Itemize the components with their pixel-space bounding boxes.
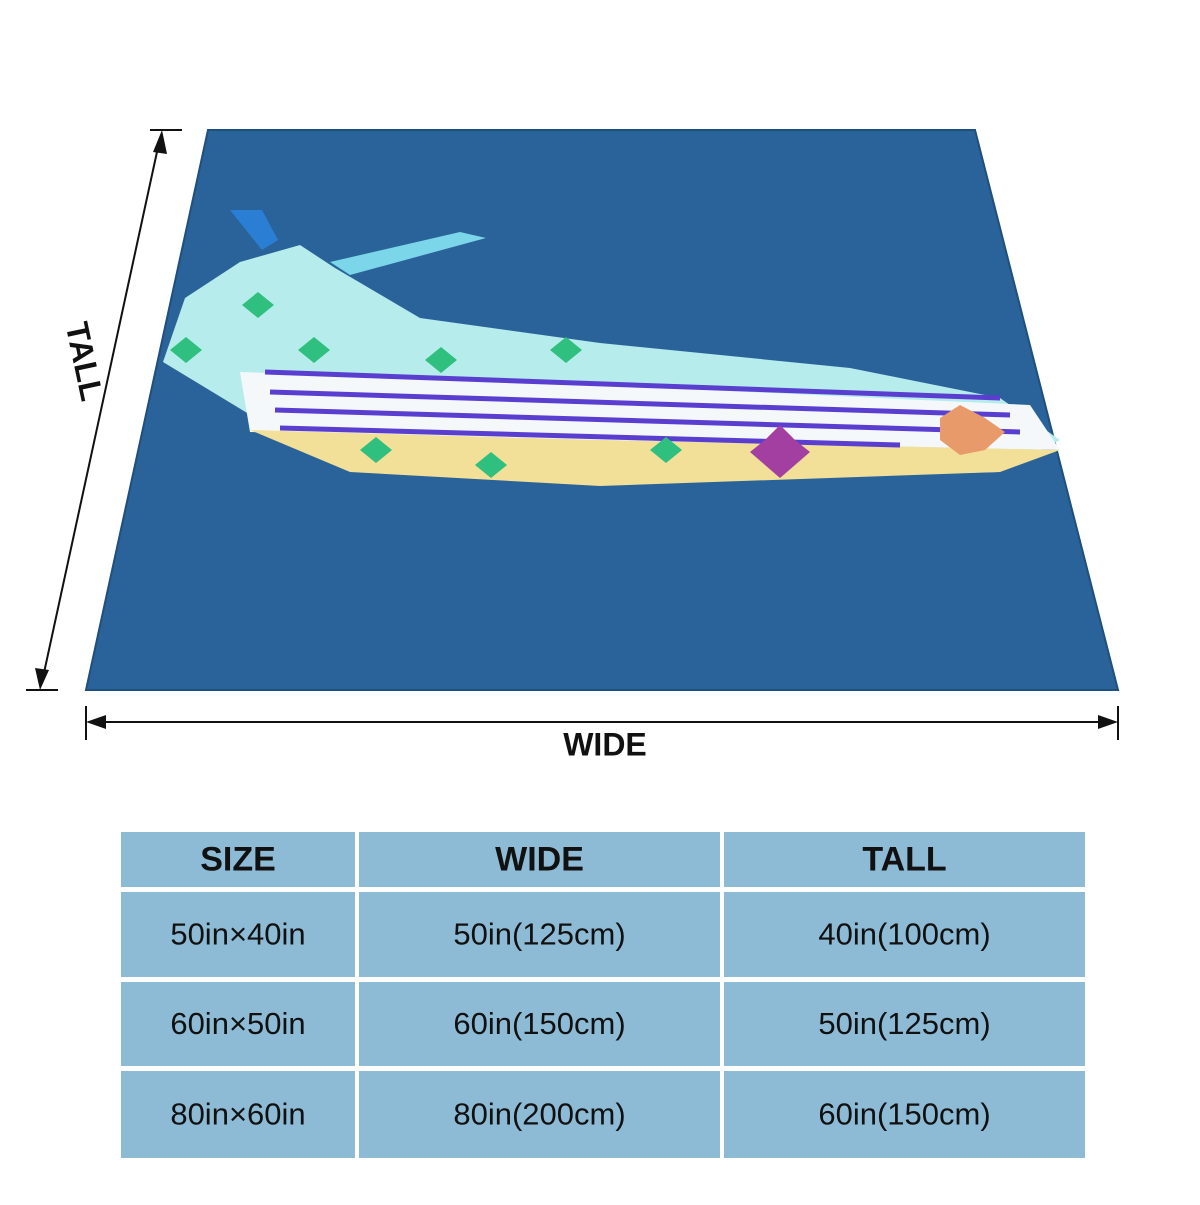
table-cell bbox=[121, 832, 355, 887]
header-text: TALL bbox=[862, 840, 946, 878]
cell-text: 60in×50in bbox=[170, 1006, 305, 1041]
size-table: SIZE WIDE TALL 50in×40in 50in(125cm) 40in(100… bbox=[121, 832, 1085, 1158]
header-text: SIZE bbox=[200, 840, 276, 878]
table-cell bbox=[724, 1071, 1085, 1158]
table-cell bbox=[121, 982, 355, 1066]
cell-text: 50in×40in bbox=[170, 917, 305, 952]
table-cell bbox=[359, 832, 720, 887]
cell-text: 60in(150cm) bbox=[818, 1097, 990, 1132]
table-cell bbox=[724, 892, 1085, 977]
table-cell bbox=[359, 982, 720, 1066]
wide-arrow bbox=[85, 706, 1119, 740]
cell-text: 80in×60in bbox=[170, 1097, 305, 1132]
table-cell bbox=[359, 1071, 720, 1158]
table-cell bbox=[121, 1071, 355, 1158]
cell-text: 80in(200cm) bbox=[453, 1097, 625, 1132]
blanket bbox=[84, 129, 1120, 691]
wide-label: WIDE bbox=[563, 726, 647, 762]
table-cell bbox=[359, 892, 720, 977]
header-text: WIDE bbox=[495, 840, 584, 878]
table-cell bbox=[724, 832, 1085, 887]
table-cell bbox=[724, 982, 1085, 1066]
cell-text: 50in(125cm) bbox=[453, 917, 625, 952]
cell-text: 60in(150cm) bbox=[453, 1006, 625, 1041]
tall-arrow bbox=[26, 129, 182, 691]
cell-text: 40in(100cm) bbox=[818, 917, 990, 952]
tall-label: TALL bbox=[59, 319, 111, 404]
cell-text: 50in(125cm) bbox=[818, 1006, 990, 1041]
table-cell bbox=[121, 892, 355, 977]
